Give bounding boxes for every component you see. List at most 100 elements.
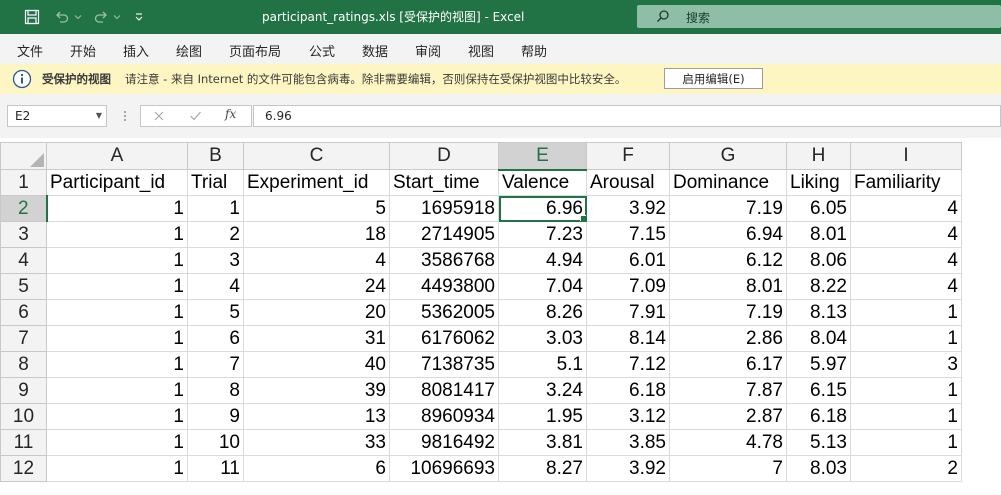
tab-file[interactable]: 文件 — [17, 45, 44, 60]
cell[interactable]: 8.03 — [786, 455, 851, 482]
cell[interactable]: 6176062 — [389, 325, 499, 352]
formula-bar-grip-icon[interactable] — [122, 106, 128, 126]
cell[interactable]: 4 — [850, 221, 962, 248]
search-box[interactable]: 搜索 — [637, 5, 1001, 28]
tab-formulas[interactable]: 公式 — [309, 45, 336, 60]
column-header-c[interactable]: C — [243, 142, 390, 170]
cell[interactable]: 11 — [187, 455, 244, 482]
cell[interactable]: 8.01 — [669, 273, 787, 300]
cell[interactable]: 9816492 — [389, 429, 499, 456]
cell[interactable]: 4 — [850, 195, 962, 222]
row-header[interactable]: 5 — [0, 273, 47, 300]
cell[interactable]: 3.92 — [586, 455, 670, 482]
cell[interactable]: 1 — [46, 377, 188, 404]
cell[interactable]: 7.23 — [498, 221, 587, 248]
cell[interactable]: 8.13 — [786, 299, 851, 326]
cell[interactable]: 1 — [850, 299, 962, 326]
save-icon[interactable] — [22, 7, 42, 27]
column-header-h[interactable]: H — [786, 142, 851, 170]
column-header-a[interactable]: A — [46, 142, 188, 170]
header-cell[interactable]: Valence — [498, 169, 587, 196]
cell[interactable]: 5362005 — [389, 299, 499, 326]
cell[interactable]: 6.01 — [586, 247, 670, 274]
insert-function-icon[interactable]: fx — [225, 107, 237, 121]
row-header[interactable]: 12 — [0, 455, 47, 482]
cell[interactable]: 8081417 — [389, 377, 499, 404]
cell[interactable]: 6.12 — [669, 247, 787, 274]
cell[interactable]: 6.15 — [786, 377, 851, 404]
cell[interactable]: 7.09 — [586, 273, 670, 300]
cell[interactable]: 3.12 — [586, 403, 670, 430]
cell[interactable]: 2 — [850, 455, 962, 482]
cell[interactable]: 8960934 — [389, 403, 499, 430]
column-header-i[interactable]: I — [850, 142, 962, 170]
cell[interactable]: 4 — [243, 247, 390, 274]
cell[interactable]: 1 — [46, 221, 188, 248]
row-header[interactable]: 1 — [0, 169, 47, 196]
cell[interactable]: 5.1 — [498, 351, 587, 378]
cell[interactable]: 4493800 — [389, 273, 499, 300]
cell[interactable]: 6 — [243, 455, 390, 482]
cell[interactable]: 5 — [187, 299, 244, 326]
cell[interactable]: 3 — [187, 247, 244, 274]
tab-insert[interactable]: 插入 — [123, 45, 150, 60]
cell[interactable]: 5.97 — [786, 351, 851, 378]
cell[interactable]: 8.27 — [498, 455, 587, 482]
cell[interactable]: 4.94 — [498, 247, 587, 274]
cell[interactable]: 4 — [850, 247, 962, 274]
cell[interactable]: 8 — [187, 377, 244, 404]
cell[interactable]: 7 — [669, 455, 787, 482]
chevron-down-icon[interactable]: ▼ — [95, 111, 102, 120]
cell[interactable]: 7.19 — [669, 299, 787, 326]
cell[interactable]: 7.12 — [586, 351, 670, 378]
cell[interactable]: 8.14 — [586, 325, 670, 352]
cell[interactable]: 1 — [46, 403, 188, 430]
row-header[interactable]: 3 — [0, 221, 47, 248]
cell[interactable]: 1 — [46, 351, 188, 378]
undo-icon[interactable] — [52, 7, 72, 27]
row-header[interactable]: 10 — [0, 403, 47, 430]
column-header-d[interactable]: D — [389, 142, 499, 170]
cell[interactable]: 4 — [850, 273, 962, 300]
cell[interactable]: 5.13 — [786, 429, 851, 456]
cell[interactable]: 9 — [187, 403, 244, 430]
row-header[interactable]: 11 — [0, 429, 47, 456]
cell[interactable]: 3 — [850, 351, 962, 378]
formula-input[interactable]: 6.96 — [253, 105, 1001, 127]
column-header-e[interactable]: E — [498, 142, 587, 171]
header-cell[interactable]: Arousal — [586, 169, 670, 196]
row-header[interactable]: 6 — [0, 299, 47, 326]
customize-toolbar-icon[interactable] — [132, 7, 146, 27]
header-cell[interactable]: Participant_id — [46, 169, 188, 196]
tab-home[interactable]: 开始 — [70, 45, 97, 60]
cell[interactable]: 4 — [187, 273, 244, 300]
cell[interactable]: 1 — [850, 377, 962, 404]
cell[interactable]: 10696693 — [389, 455, 499, 482]
cell[interactable]: 18 — [243, 221, 390, 248]
cell[interactable]: 7.19 — [669, 195, 787, 222]
redo-icon[interactable] — [91, 7, 111, 27]
column-header-f[interactable]: F — [586, 142, 670, 170]
header-cell[interactable]: Familiarity — [850, 169, 962, 196]
cell[interactable]: 1 — [46, 325, 188, 352]
tab-review[interactable]: 审阅 — [415, 45, 442, 60]
row-header[interactable]: 2 — [0, 195, 48, 222]
header-cell[interactable]: Experiment_id — [243, 169, 390, 196]
cell[interactable]: 6.17 — [669, 351, 787, 378]
cell[interactable]: 33 — [243, 429, 390, 456]
name-box[interactable]: E2 ▼ — [7, 105, 107, 127]
select-all-corner[interactable] — [0, 142, 47, 170]
cell[interactable]: 3.85 — [586, 429, 670, 456]
cell[interactable]: 6.18 — [586, 377, 670, 404]
cell[interactable]: 31 — [243, 325, 390, 352]
cell[interactable]: 3.24 — [498, 377, 587, 404]
cell[interactable]: 40 — [243, 351, 390, 378]
cell[interactable]: 20 — [243, 299, 390, 326]
tab-data[interactable]: 数据 — [362, 45, 389, 60]
tab-draw[interactable]: 绘图 — [176, 45, 203, 60]
cell[interactable]: 1 — [850, 325, 962, 352]
row-header[interactable]: 9 — [0, 377, 47, 404]
cell[interactable]: 1 — [46, 455, 188, 482]
cell[interactable]: 2.86 — [669, 325, 787, 352]
tab-help[interactable]: 帮助 — [521, 45, 548, 60]
